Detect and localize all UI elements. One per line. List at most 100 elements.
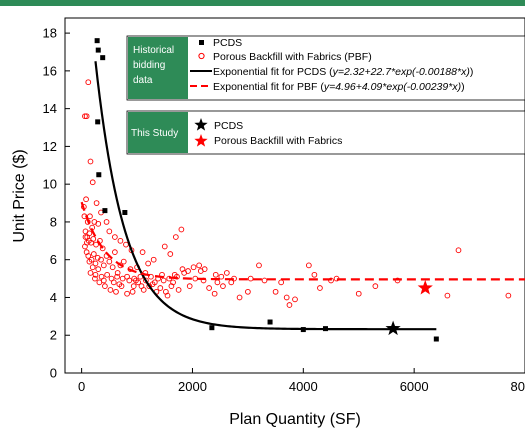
- legend-label-pbf: Porous Backfill with Fabrics (PBF): [213, 51, 372, 63]
- pbf-data-point: [214, 279, 221, 286]
- pbf-data-point: [140, 287, 147, 293]
- pbf-data-point: [90, 236, 97, 242]
- pbf-data-point: [143, 277, 149, 284]
- pbf-data-point: [120, 258, 127, 265]
- pbf-data-point: [236, 294, 243, 301]
- pbf-data-point: [106, 258, 113, 265]
- pbf-data-point: [175, 287, 182, 293]
- pbf-data-point: [186, 283, 193, 289]
- pbf-data-point: [149, 281, 156, 288]
- pbf-data-point: [90, 251, 97, 257]
- pbf-data-point: [212, 271, 219, 278]
- legend-marker-star-pcds: [194, 118, 208, 131]
- y-tick-label: 2: [50, 328, 57, 343]
- pbf-data-point: [86, 230, 93, 237]
- legend-tag-study: [128, 112, 188, 153]
- pbf-data-point: [161, 243, 168, 250]
- pbf-data-point: [114, 273, 120, 280]
- x-tick-label: 8000: [511, 379, 525, 394]
- legend-label-study-pbf: Porous Backfill with Fabrics: [214, 135, 342, 147]
- pbf-data-point: [112, 249, 118, 255]
- pbf-data-point: [311, 271, 318, 278]
- x-tick-label: 0: [78, 379, 85, 394]
- pbf-data-point: [116, 281, 123, 288]
- y-tick-label: 18: [43, 26, 57, 41]
- pbf-data-point: [92, 271, 99, 278]
- legend-marker-star-pbf: [194, 134, 208, 147]
- pbf-data-point: [85, 253, 92, 259]
- legend-label-pcds: PCDS: [213, 37, 242, 49]
- pbf-data-point: [87, 270, 94, 276]
- pbf-data-point: [82, 234, 89, 240]
- legend-study-box: [126, 110, 525, 155]
- pcds-data-point: [96, 172, 102, 178]
- study-pcds-star: [385, 320, 401, 336]
- pcds-data-point: [95, 119, 101, 125]
- x-tick-label: 6000: [400, 379, 429, 394]
- pcds-data-point: [102, 208, 108, 214]
- x-axis: 0 2000 4000 6000 8000: [78, 368, 525, 394]
- pbf-data-point: [82, 113, 88, 120]
- pbf-data-point: [168, 283, 175, 289]
- pbf-data-point: [444, 292, 451, 299]
- legend-label-study-pcds: PCDS: [214, 120, 243, 132]
- pbf-data-point: [130, 283, 137, 289]
- pbf-data-point: [100, 262, 107, 269]
- pbf-data-point: [124, 290, 130, 297]
- pbf-data-point: [113, 288, 119, 295]
- pcds-data-point: [300, 327, 306, 333]
- y-tick-label: 6: [50, 252, 57, 267]
- legend-historical: Historical bidding data PCDS Porous Back…: [126, 35, 525, 101]
- pbf-data-point: [372, 283, 379, 289]
- pbf-data-point: [247, 275, 254, 282]
- pcds-data-point: [122, 209, 128, 215]
- pbf-data-point: [85, 79, 92, 86]
- legend-tag-historical-line3: data: [133, 75, 153, 86]
- pbf-data-point: [256, 262, 262, 269]
- pbf-data-point: [117, 237, 124, 244]
- pbf-data-point: [83, 113, 90, 120]
- y-tick-label: 4: [50, 290, 57, 305]
- x-tick-label: 4000: [289, 379, 318, 394]
- y-tick-label: 12: [43, 139, 57, 154]
- legend-historical-box: [126, 35, 525, 101]
- pcds-data-point: [209, 325, 215, 331]
- pbf-data-point: [185, 268, 191, 274]
- pbf-data-point: [394, 277, 401, 284]
- y-tick-label: 0: [50, 366, 57, 381]
- pbf-data-point: [172, 234, 179, 240]
- pbf-data-point: [328, 277, 334, 284]
- pbf-data-point: [89, 179, 96, 186]
- legend-tag-study-text: This Study: [131, 128, 178, 139]
- pbf-data-point: [84, 239, 90, 246]
- pbf-data-point: [272, 288, 279, 295]
- y-axis-label: Unit Price ($): [11, 149, 28, 242]
- pbf-data-point: [306, 262, 312, 269]
- legend-label-pcds-fit: Exponential fit for PCDS (y=2.32+22.7*ex…: [213, 66, 473, 78]
- y-tick-label: 14: [43, 101, 57, 116]
- pcds-data-point: [94, 38, 100, 44]
- pbf-data-point: [93, 241, 99, 248]
- pbf-data-point: [95, 266, 102, 272]
- pbf-data-point: [100, 277, 107, 284]
- legend-tag-historical-line1: Historical: [133, 45, 174, 56]
- pbf-data-point: [99, 245, 106, 252]
- pbf-data-point: [98, 256, 104, 263]
- pbf-data-point: [119, 275, 126, 282]
- pcds-data-point: [267, 319, 273, 325]
- pbf-data-point: [123, 241, 129, 248]
- pbf-data-point: [355, 290, 362, 297]
- data-series: [80, 38, 525, 342]
- pbf-fit-line: [80, 201, 525, 281]
- pcds-data-point: [100, 55, 106, 61]
- pbf-data-point: [107, 287, 114, 293]
- y-axis: 0 2 4 6 8 10 12 14 16 18: [43, 26, 70, 381]
- pbf-data-point: [103, 219, 110, 225]
- pbf-data-point: [157, 285, 164, 291]
- pbf-data-point: [220, 283, 226, 289]
- legend-label-pbf-fit: Exponential fit for PBF (y=4.96+4.09*exp…: [213, 81, 465, 93]
- pbf-data-point: [292, 296, 298, 303]
- pcds-fit-line: [94, 61, 437, 331]
- pcds-data-point: [322, 326, 328, 332]
